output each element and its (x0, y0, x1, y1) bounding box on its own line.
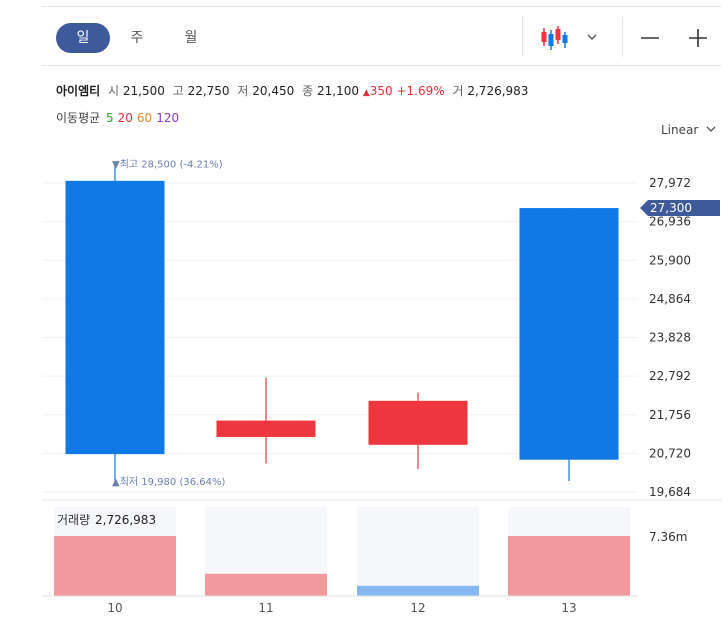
y-tick-label: 23,828 (649, 331, 691, 345)
volume-bar (508, 536, 630, 596)
candlestick-icon (541, 26, 568, 50)
volume-slot-background (357, 507, 479, 596)
price-summary: 아이엠티 시 21,500 고 22,750 저 20,450 종 21,100… (56, 82, 528, 99)
candle-body (65, 180, 165, 455)
moving-average-period: 5 (106, 111, 114, 125)
x-tick-label: 12 (410, 601, 425, 615)
chart-toolbar: 일 주 월 (42, 6, 722, 66)
toolbar-divider (522, 17, 523, 57)
tab-week[interactable]: 주 (130, 30, 144, 46)
y-tick-label: 19,684 (649, 485, 691, 499)
volume-bar (54, 536, 176, 596)
scale-selector[interactable]: Linear (661, 123, 717, 137)
minus-icon (641, 37, 659, 39)
volume-axis-label: 7.36m (649, 530, 687, 544)
max-price-annotation: ▼최고 28,500 (-4.21%) (112, 158, 223, 170)
volume-label: 거 (452, 84, 464, 98)
close-value: 21,100 (316, 84, 359, 98)
change-value: 350 (369, 84, 393, 98)
y-tick-label: 24,864 (649, 292, 691, 306)
current-price-tag (640, 200, 720, 217)
close-label: 종 (302, 84, 314, 98)
moving-average-label: 이동평균 (56, 111, 101, 125)
chart-type-dropdown[interactable] (585, 20, 599, 56)
volume-value: 2,726,983 (467, 84, 529, 98)
moving-average-period: 20 (117, 111, 133, 125)
toolbar-divider (622, 17, 623, 57)
low-value: 20,450 (252, 84, 295, 98)
moving-average-period: 60 (136, 111, 153, 125)
volume-panel-label: 거래량 (57, 513, 90, 527)
change-arrow: ▲ (362, 88, 370, 98)
moving-average-legend[interactable]: 이동평균 5 20 60 120 (56, 109, 179, 126)
volume-bar (357, 585, 479, 596)
zoom-out-button[interactable] (638, 20, 662, 56)
y-tick-label: 27,972 (649, 176, 691, 190)
y-tick-label: 25,900 (649, 253, 691, 267)
candle-body (216, 420, 316, 437)
current-price-label: 27,300 (650, 201, 692, 215)
y-tick-label: 20,720 (649, 446, 691, 460)
high-value: 22,750 (187, 84, 230, 98)
moving-average-periods: 5 20 60 120 (104, 111, 179, 125)
moving-average-period: 120 (156, 111, 180, 125)
x-tick-label: 11 (258, 601, 273, 615)
y-tick-label: 21,756 (649, 408, 691, 422)
x-tick-label: 10 (107, 601, 122, 615)
chevron-down-icon (587, 34, 597, 40)
x-tick-label: 13 (561, 601, 576, 615)
chevron-down-icon (706, 126, 716, 132)
chart-type-button[interactable] (539, 20, 569, 56)
candle-body (519, 208, 619, 460)
high-label: 고 (172, 84, 184, 98)
low-label: 저 (237, 84, 249, 98)
candle-body (368, 400, 468, 445)
open-label: 시 (108, 84, 120, 98)
volume-panel-value: 2,726,983 (95, 513, 156, 527)
zoom-in-button[interactable] (686, 20, 710, 56)
min-price-annotation: ▲최저 19,980 (36.64%) (112, 476, 225, 488)
change-percent: +1.69% (396, 84, 445, 98)
y-tick-label: 22,792 (649, 369, 691, 383)
volume-bar (205, 573, 327, 596)
open-value: 21,500 (122, 84, 165, 98)
stock-name: 아이엠티 (56, 84, 101, 98)
tab-month[interactable]: 월 (184, 30, 198, 46)
y-tick-label: 26,936 (649, 215, 691, 229)
tab-day[interactable]: 일 (56, 23, 110, 53)
scale-label: Linear (661, 123, 699, 137)
plus-icon (689, 29, 707, 47)
